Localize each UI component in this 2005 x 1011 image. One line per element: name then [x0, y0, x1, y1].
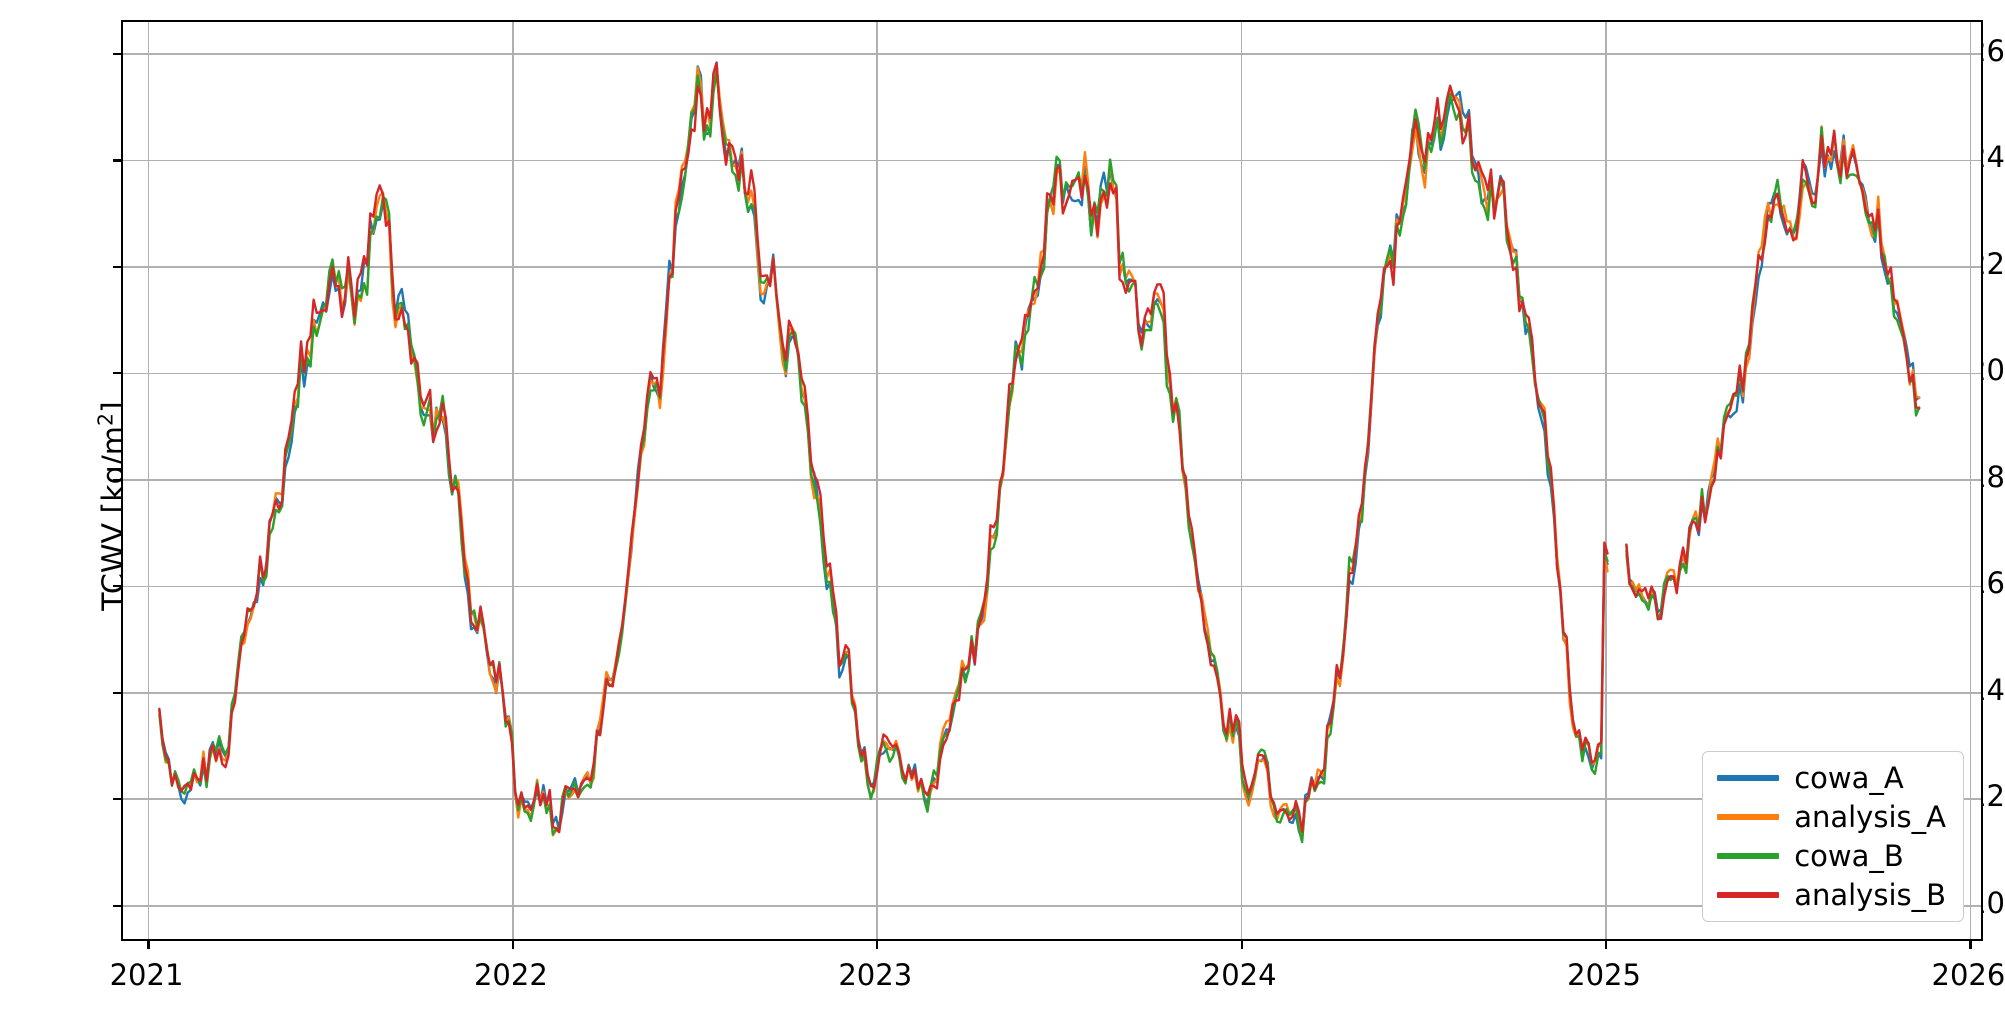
legend-color-swatch — [1717, 814, 1780, 820]
gridline-vertical — [512, 22, 514, 939]
plot-area: cowa_A analysis_A cowa_B analysis_B — [113, 20, 1983, 949]
gridline-horizontal — [123, 798, 1981, 801]
series-line-analysis_B — [158, 61, 1609, 834]
x-tick-label: 2024 — [1202, 958, 1277, 992]
x-tick-mark — [1604, 939, 1608, 949]
legend-item[interactable]: analysis_B — [1717, 880, 1946, 910]
legend[interactable]: cowa_A analysis_A cowa_B analysis_B — [1702, 751, 1964, 922]
y-tick-mark — [113, 691, 123, 694]
y-tick-mark — [113, 159, 123, 162]
x-tick-label: 2026 — [1931, 958, 2005, 992]
x-tick-mark — [511, 939, 514, 949]
legend-item[interactable]: analysis_A — [1717, 802, 1946, 832]
y-tick-mark — [113, 798, 123, 801]
gridline-horizontal — [123, 266, 1981, 268]
legend-item-label: analysis_A — [1794, 799, 1946, 834]
x-tick-label: 2022 — [473, 958, 548, 992]
gridline-horizontal — [123, 691, 1981, 694]
y-tick-mark — [113, 585, 123, 588]
gridline-horizontal — [123, 159, 1981, 162]
legend-color-swatch — [1717, 892, 1780, 898]
gridline-vertical — [147, 22, 150, 939]
legend-item-label: cowa_A — [1794, 760, 1904, 795]
gridline-vertical — [876, 22, 879, 939]
gridline-vertical — [1969, 22, 1972, 939]
x-tick-mark — [147, 939, 150, 949]
y-axis-label-exponent: 2 — [93, 412, 118, 426]
x-tick-mark — [1240, 939, 1243, 949]
x-tick-label: 2023 — [838, 958, 913, 992]
x-tick-mark — [876, 939, 879, 949]
legend-item[interactable]: cowa_A — [1717, 763, 1946, 793]
x-tick-mark — [1969, 939, 1972, 949]
y-tick-mark — [113, 478, 123, 481]
data-lines — [158, 61, 1921, 844]
legend-color-swatch — [1717, 853, 1780, 859]
y-tick-mark — [113, 372, 123, 375]
gridline-horizontal — [123, 53, 1981, 55]
gridline-vertical — [1605, 22, 1607, 939]
legend-item[interactable]: cowa_B — [1717, 841, 1946, 871]
legend-item-label: cowa_B — [1794, 838, 1904, 873]
gridline-horizontal — [123, 372, 1981, 375]
series-line-cowa_B — [158, 70, 1609, 844]
legend-color-swatch — [1717, 775, 1780, 781]
gridline-vertical — [1240, 22, 1243, 939]
y-tick-mark — [113, 52, 123, 56]
x-tick-label: 2021 — [109, 958, 184, 992]
series-line-cowa_A — [158, 61, 1609, 841]
gridline-horizontal — [123, 479, 1981, 481]
legend-item-label: analysis_B — [1794, 877, 1946, 912]
y-tick-mark — [113, 904, 123, 907]
gridline-horizontal — [123, 904, 1981, 907]
x-tick-label: 2025 — [1567, 958, 1641, 992]
y-tick-mark — [113, 265, 123, 268]
series-line-cowa_B — [1625, 126, 1921, 621]
gridline-horizontal — [123, 585, 1981, 588]
series-line-analysis_A — [158, 63, 1609, 841]
series-line-analysis_B — [1625, 129, 1921, 620]
